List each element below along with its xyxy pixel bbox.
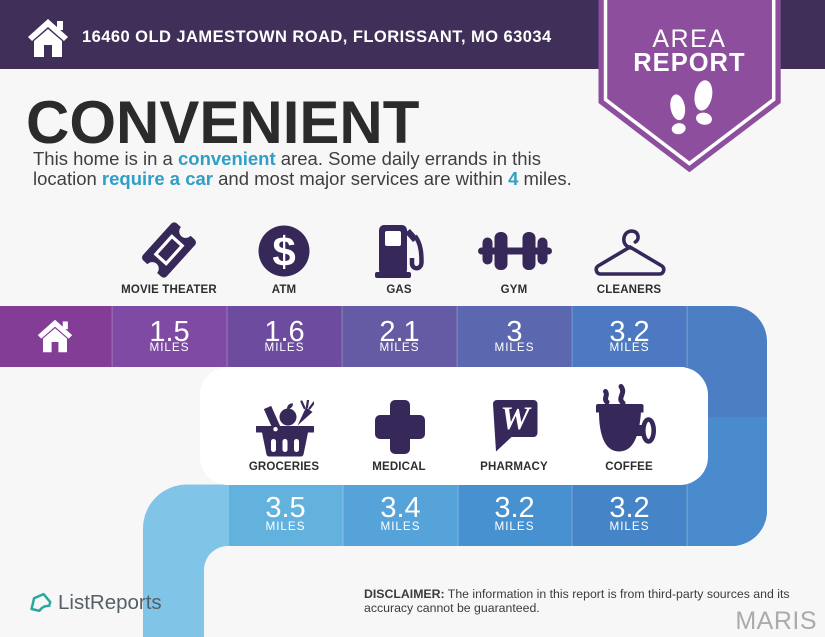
svg-text:W: W	[500, 401, 532, 437]
svg-text:REPORT: REPORT	[633, 49, 745, 77]
svg-text:AREA: AREA	[652, 25, 726, 53]
svg-text:$: $	[272, 228, 295, 275]
